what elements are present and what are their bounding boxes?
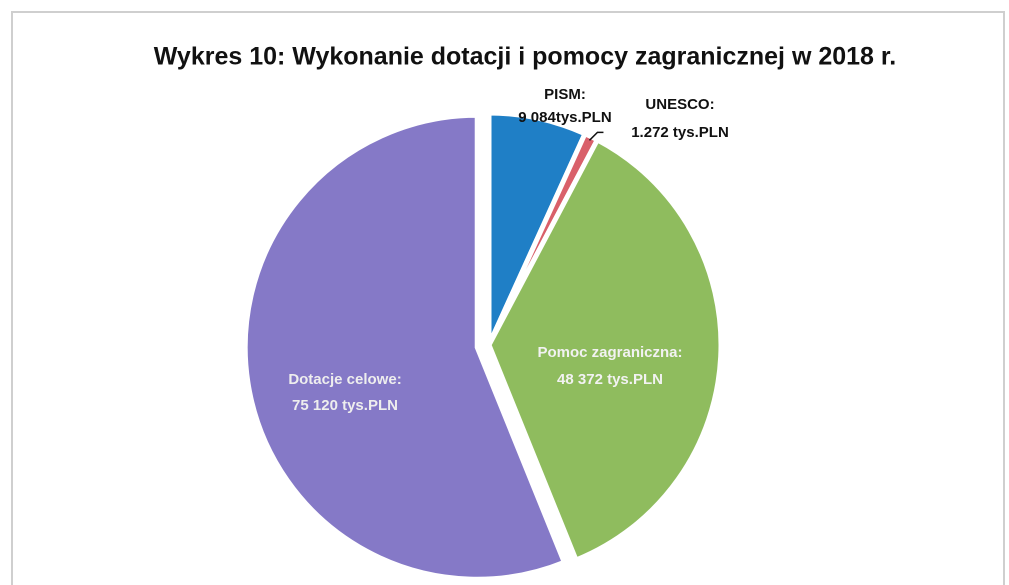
labels: PISM: 9 084tys.PLN UNESCO: 1.272 tys.PLN Pom… [288, 86, 728, 414]
slice-value-label: 1.272 tys.PLN [631, 124, 729, 141]
chart-title: Wykres 10: Wykonanie dotacji i pomocy za… [154, 43, 896, 71]
slice-category-label: PISM: [544, 86, 586, 103]
leader-line [588, 131, 604, 141]
slice-category-label: Pomoc zagraniczna: [537, 344, 682, 361]
pie-slice [242, 112, 568, 582]
slice-value-label: 9 084tys.PLN [518, 109, 611, 126]
pie-slice [486, 136, 724, 564]
pie [242, 110, 724, 582]
slice-value-label: 48 372 tys.PLN [557, 371, 663, 388]
slice-value-label: 75 120 tys.PLN [292, 397, 398, 414]
slice-category-label: Dotacje celowe: [288, 371, 401, 388]
slice-category-label: UNESCO: [645, 96, 714, 113]
